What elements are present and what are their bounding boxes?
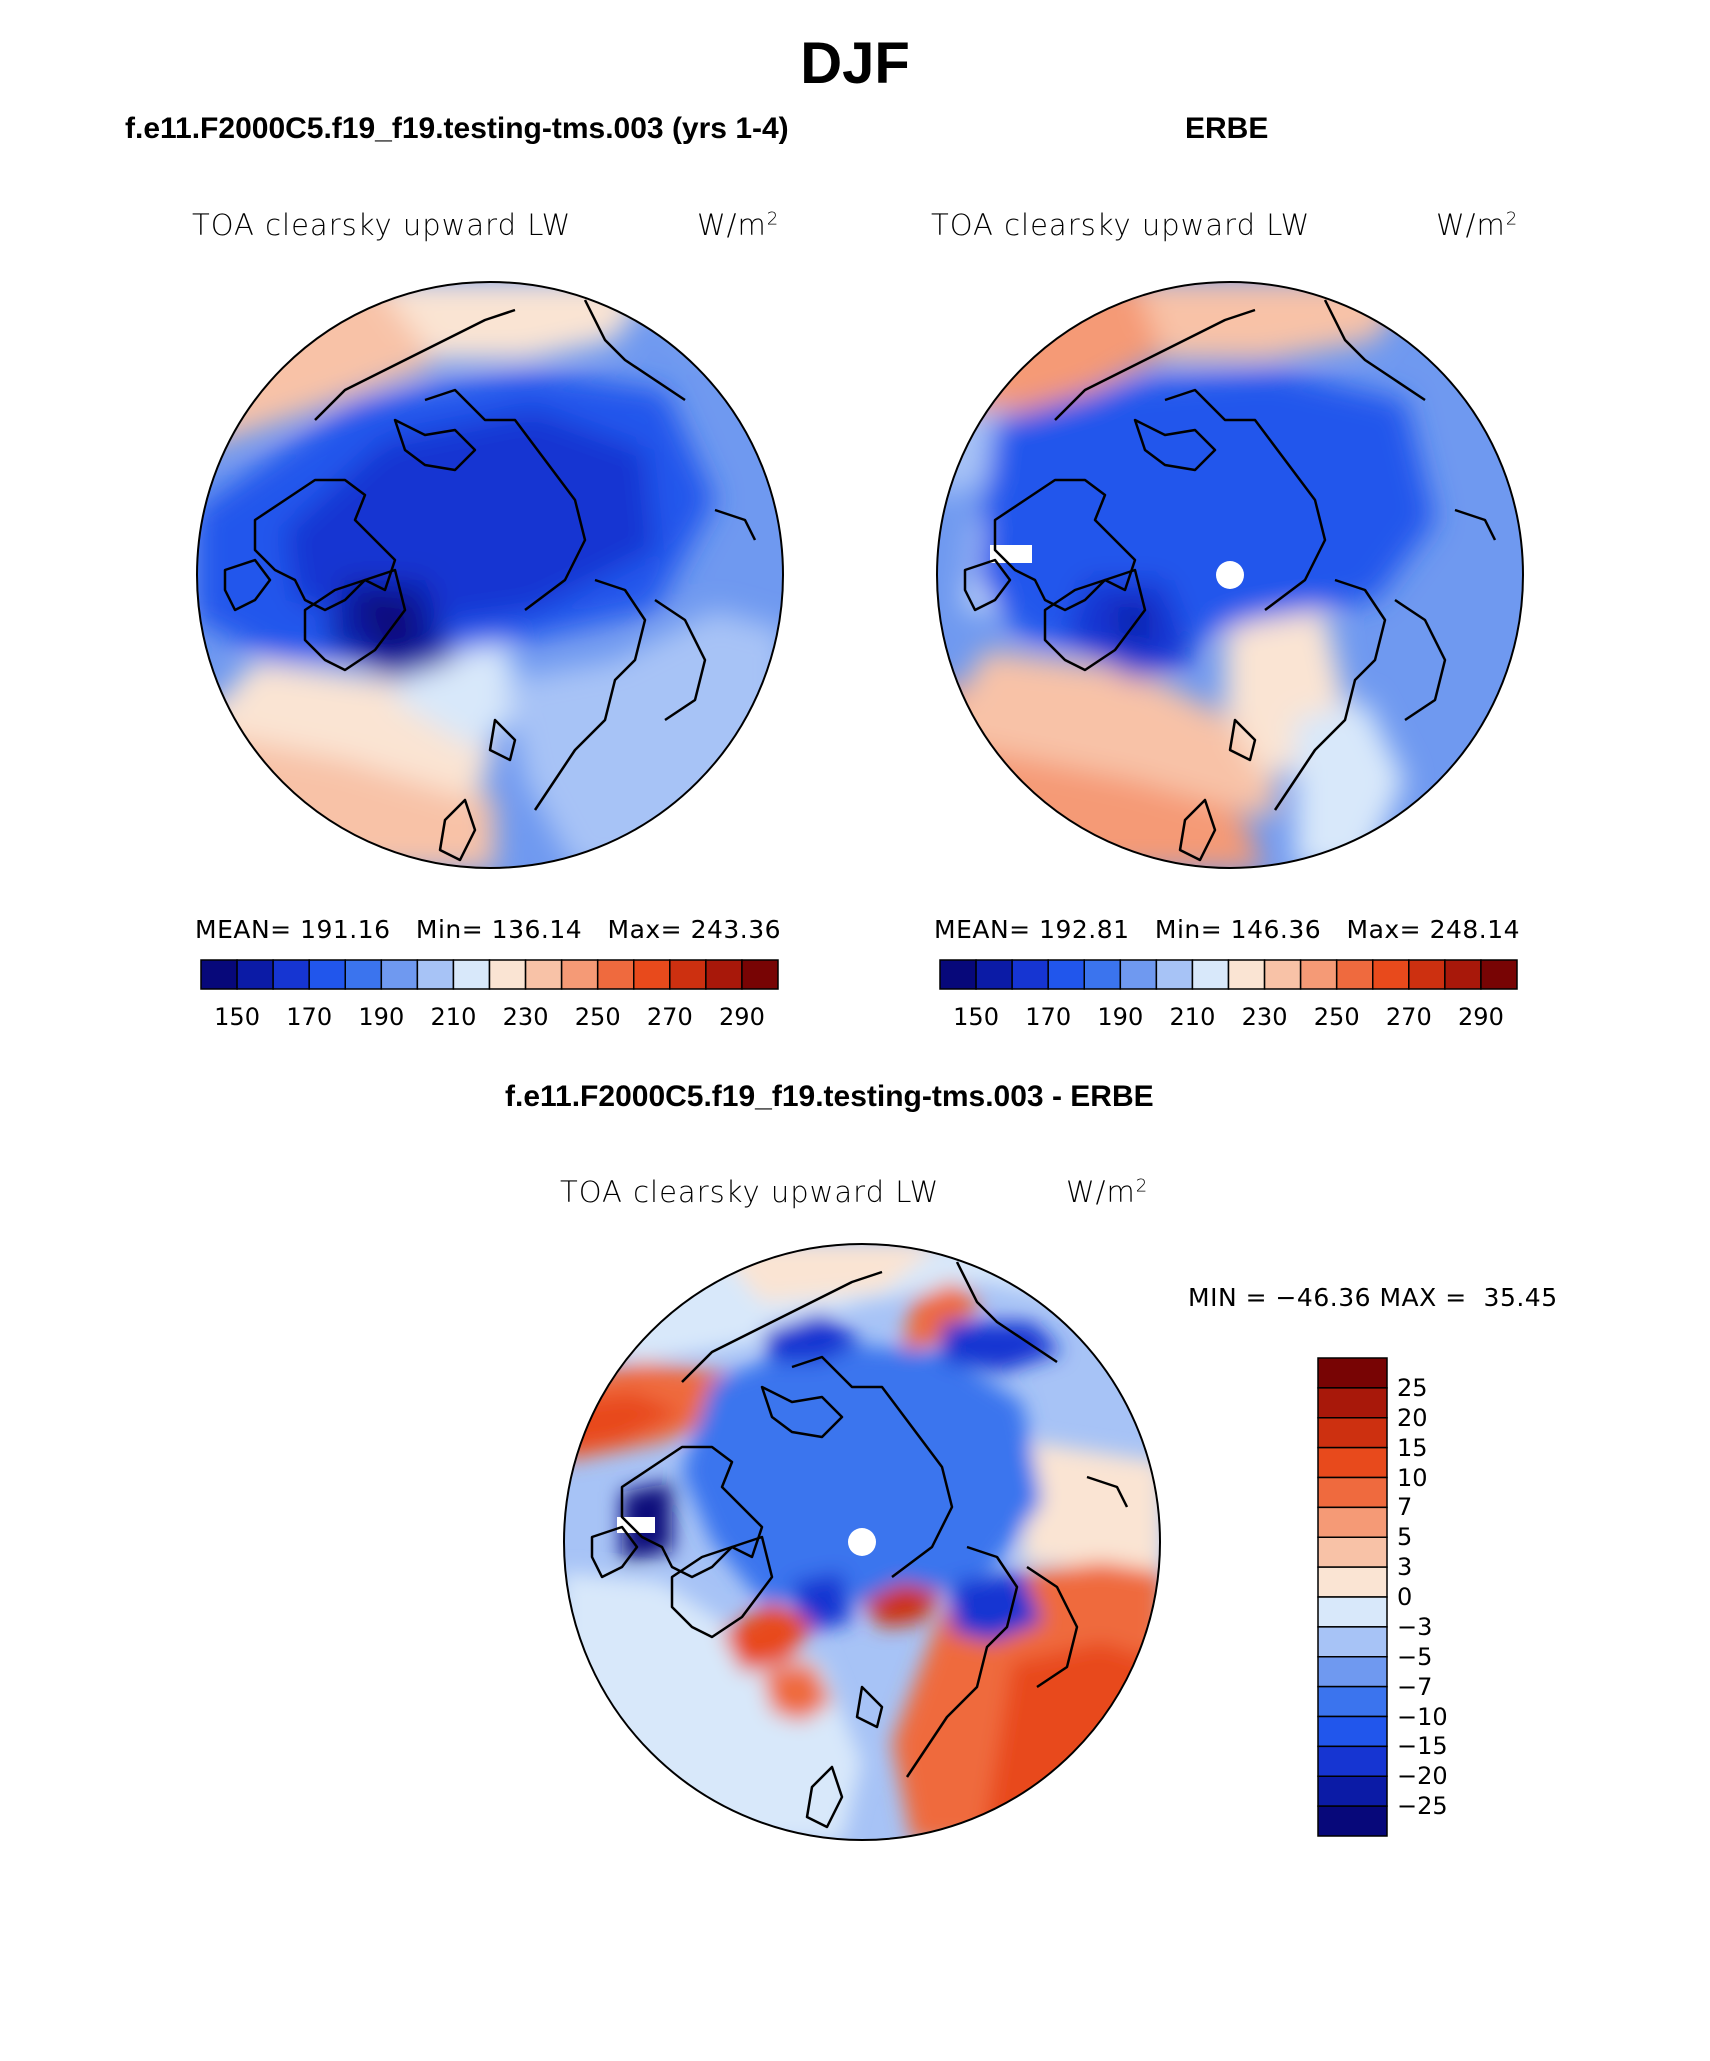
colorbar-swatch <box>1155 959 1194 990</box>
colorbar-swatch <box>1480 959 1518 990</box>
colorbar-tick-label: 210 <box>1169 1003 1216 1031</box>
colorbar-tick-label: 0 <box>1397 1583 1413 1611</box>
panel1-case-label: f.e11.F2000C5.f19_f19.testing-tms.003 (y… <box>125 112 789 145</box>
panel2-case-label: ERBE <box>1185 112 1269 145</box>
colorbar-tick-label: 270 <box>1385 1003 1432 1031</box>
panel1-units: W/m2 <box>697 208 780 242</box>
colorbar-swatch <box>1335 959 1374 990</box>
colorbar-swatch <box>344 959 383 990</box>
colorbar-swatch <box>1408 959 1446 990</box>
diff-minmax: MIN = −46.36 MAX = 35.45 <box>1188 1283 1558 1312</box>
colorbar-swatch <box>705 959 743 990</box>
colorbar-swatch <box>1317 1536 1388 1568</box>
colorbar-tick-label: 3 <box>1397 1553 1413 1582</box>
colorbar-swatch <box>524 959 563 990</box>
colorbar-swatch <box>1317 1417 1388 1449</box>
colorbar-swatch <box>1317 1387 1388 1419</box>
colorbar-swatch <box>1317 1685 1388 1718</box>
colorbar-swatch <box>380 959 419 990</box>
colorbar-tick-label: 250 <box>1313 1003 1360 1031</box>
main-title: DJF <box>800 31 910 96</box>
colorbar-swatch <box>560 959 599 990</box>
colorbar-swatch <box>1119 959 1158 990</box>
colorbar-tick-label: 150 <box>214 1003 260 1031</box>
colorbar-tick-label: 25 <box>1397 1373 1428 1402</box>
panel1-colorbar <box>200 959 779 990</box>
colorbar-tick-label: −3 <box>1397 1612 1433 1641</box>
colorbar-tick-label: −10 <box>1397 1702 1448 1731</box>
panel2-stats: MEAN= 192.81 Min= 146.36 Max= 248.14 <box>934 915 1521 944</box>
colorbar-tick-label: 250 <box>574 1003 621 1031</box>
colorbar-swatch <box>308 959 346 990</box>
panel1-polar-map <box>196 281 784 869</box>
colorbar-tick-label: 15 <box>1397 1433 1428 1462</box>
colorbar-swatch <box>1317 1506 1388 1538</box>
colorbar-swatch <box>1317 1626 1388 1658</box>
colorbar-swatch <box>1317 1476 1388 1509</box>
colorbar-swatch <box>596 959 635 990</box>
colorbar-swatch <box>1372 959 1410 990</box>
diff-polar-map <box>563 1243 1161 1841</box>
colorbar-tick-label: 170 <box>1025 1003 1072 1031</box>
colorbar-swatch <box>1444 959 1482 990</box>
colorbar-swatch <box>488 959 527 990</box>
colorbar-tick-label: 270 <box>646 1003 693 1031</box>
colorbar-tick-label: 230 <box>502 1003 549 1031</box>
colorbar-tick-label: −7 <box>1397 1672 1433 1701</box>
colorbar-tick-label: 290 <box>719 1003 765 1031</box>
colorbar-swatch <box>1317 1805 1388 1837</box>
colorbar-tick-label: 190 <box>358 1003 405 1031</box>
colorbar-tick-label: −15 <box>1397 1732 1448 1761</box>
colorbar-swatch <box>975 959 1013 990</box>
colorbar-swatch <box>741 959 779 990</box>
panel2-units: W/m2 <box>1436 208 1519 242</box>
colorbar-swatch <box>416 959 455 990</box>
colorbar-tick-label: −25 <box>1397 1792 1448 1821</box>
colorbar-swatch <box>1299 959 1338 990</box>
colorbar-tick-label: 10 <box>1397 1463 1428 1492</box>
colorbar-tick-label: 5 <box>1397 1523 1413 1552</box>
colorbar-swatch <box>1317 1357 1388 1389</box>
colorbar-tick-label: 7 <box>1397 1493 1413 1522</box>
colorbar-swatch <box>1317 1596 1388 1628</box>
colorbar-swatch <box>1317 1775 1388 1807</box>
colorbar-swatch <box>939 959 977 990</box>
diff-field-title: TOA clearsky upward LW <box>560 1175 940 1209</box>
colorbar-swatch <box>272 959 310 990</box>
colorbar-swatch <box>669 959 707 990</box>
colorbar-tick-label: 230 <box>1241 1003 1288 1031</box>
colorbar-swatch <box>1227 959 1266 990</box>
colorbar-swatch <box>1317 1446 1388 1479</box>
colorbar-swatch <box>1317 1566 1388 1598</box>
colorbar-tick-label: 210 <box>430 1003 477 1031</box>
panel2-colorbar <box>939 959 1518 990</box>
panel2-polar-map <box>936 281 1524 869</box>
colorbar-swatch <box>1047 959 1085 990</box>
colorbar-tick-label: −5 <box>1397 1642 1433 1671</box>
diff-case-label: f.e11.F2000C5.f19_f19.testing-tms.003 - … <box>505 1080 1154 1113</box>
colorbar-tick-label: 190 <box>1097 1003 1144 1031</box>
colorbar-tick-label: 20 <box>1397 1403 1428 1432</box>
panel1-field-title: TOA clearsky upward LW <box>192 208 572 242</box>
panel2-field-title: TOA clearsky upward LW <box>931 208 1311 242</box>
colorbar-swatch <box>452 959 491 990</box>
colorbar-tick-label: 290 <box>1458 1003 1504 1031</box>
colorbar-swatch <box>1191 959 1230 990</box>
diff-units: W/m2 <box>1066 1175 1149 1209</box>
colorbar-swatch <box>633 959 671 990</box>
colorbar-swatch <box>1317 1715 1388 1748</box>
colorbar-swatch <box>1263 959 1302 990</box>
colorbar-swatch <box>200 959 238 990</box>
panel1-stats: MEAN= 191.16 Min= 136.14 Max= 243.36 <box>195 915 782 944</box>
colorbar-tick-label: 150 <box>953 1003 999 1031</box>
diff-colorbar <box>1317 1357 1388 1837</box>
colorbar-swatch <box>1011 959 1049 990</box>
colorbar-tick-label: −20 <box>1397 1762 1448 1791</box>
colorbar-swatch <box>236 959 274 990</box>
colorbar-swatch <box>1317 1656 1388 1688</box>
colorbar-tick-label: 170 <box>286 1003 333 1031</box>
colorbar-swatch <box>1317 1745 1388 1777</box>
colorbar-swatch <box>1083 959 1122 990</box>
